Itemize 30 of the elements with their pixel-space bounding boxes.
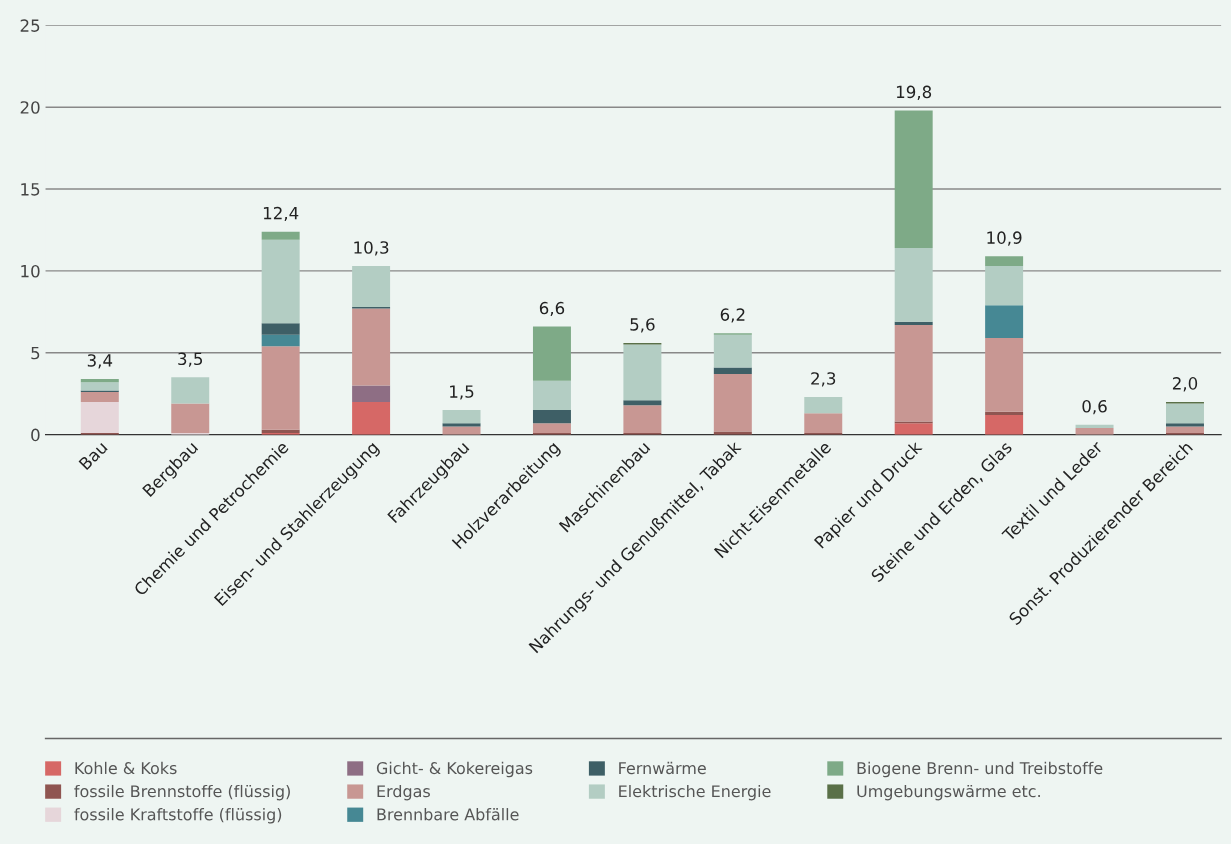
total-label: 0,6 bbox=[1082, 399, 1107, 415]
legend-label: Fernwärme bbox=[619, 761, 706, 775]
y-tick-label: 0 bbox=[31, 428, 40, 442]
total-label: 1,5 bbox=[450, 385, 474, 400]
y-tick-label: 5 bbox=[31, 346, 40, 360]
legend-label: Gicht- & Kokereigas bbox=[376, 761, 533, 778]
total-label: 12,4 bbox=[263, 206, 299, 222]
total-label: 3,4 bbox=[87, 354, 113, 369]
total-label: 19,8 bbox=[896, 85, 932, 100]
legend-label: fossile Kraftstoffe (flüssig) bbox=[74, 808, 282, 824]
y-tick-label: 20 bbox=[20, 101, 40, 114]
legend-label: Kohle & Koks bbox=[75, 761, 177, 775]
legend-label: Umgebungswärme etc. bbox=[857, 784, 1040, 801]
legend-label: fossile Brennstoffe (flüssig) bbox=[74, 784, 290, 801]
total-label: 6,2 bbox=[720, 308, 745, 323]
total-label: 6,6 bbox=[539, 301, 565, 317]
total-label: 2,0 bbox=[1172, 377, 1198, 392]
legend-label: Erdgas bbox=[377, 784, 430, 801]
legend-label: Elektrische Energie bbox=[619, 784, 771, 801]
legend-label: Brennbare Abfälle bbox=[377, 808, 519, 821]
total-label: 5,6 bbox=[630, 318, 655, 333]
total-label: 3,5 bbox=[178, 352, 203, 367]
x-tick-label: Bau bbox=[78, 440, 108, 471]
total-label: 2,3 bbox=[811, 372, 836, 387]
total-label: 10,9 bbox=[987, 231, 1022, 246]
y-tick-label: 15 bbox=[21, 183, 40, 196]
y-tick-label: 10 bbox=[21, 264, 40, 278]
legend-label: Biogene Brenn- und Treibstoffe bbox=[857, 761, 1103, 778]
y-tick-label: 25 bbox=[20, 19, 40, 32]
total-label: 10,3 bbox=[354, 241, 389, 256]
